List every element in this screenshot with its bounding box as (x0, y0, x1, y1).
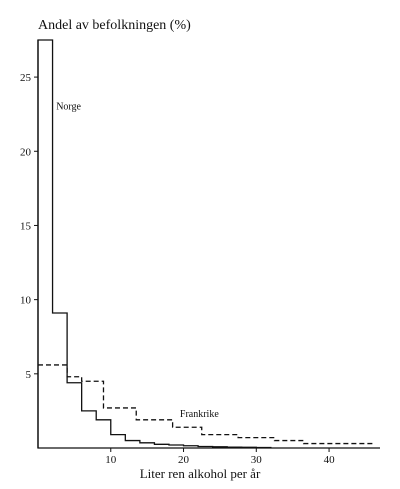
x-axis-label: Liter ren alkohol per år (140, 466, 261, 481)
x-tick-label: 10 (105, 454, 117, 466)
series-annotation-label: Norge (56, 102, 81, 113)
y-tick-label: 25 (20, 72, 32, 84)
x-tick-label: 30 (251, 454, 263, 466)
annotations-group: Norge Frankrike (56, 102, 219, 420)
series-line-frankrike (38, 364, 373, 445)
x-tick-label: 40 (324, 454, 336, 466)
series-line-norge (37, 39, 272, 449)
y-tick-label: 20 (20, 146, 32, 158)
axis-ticks: 10 20 30 40 5 10 15 20 25 (20, 72, 335, 466)
y-tick-label: 5 (26, 369, 32, 381)
axes-frame (37, 40, 380, 449)
chart-title: Andel av befolkningen (%) (38, 18, 191, 33)
y-tick-label: 15 (20, 220, 32, 232)
x-tick-label: 20 (178, 454, 190, 466)
y-tick-label: 10 (20, 295, 32, 307)
series-group (37, 39, 373, 449)
series-annotation-label: Frankrike (180, 409, 219, 420)
